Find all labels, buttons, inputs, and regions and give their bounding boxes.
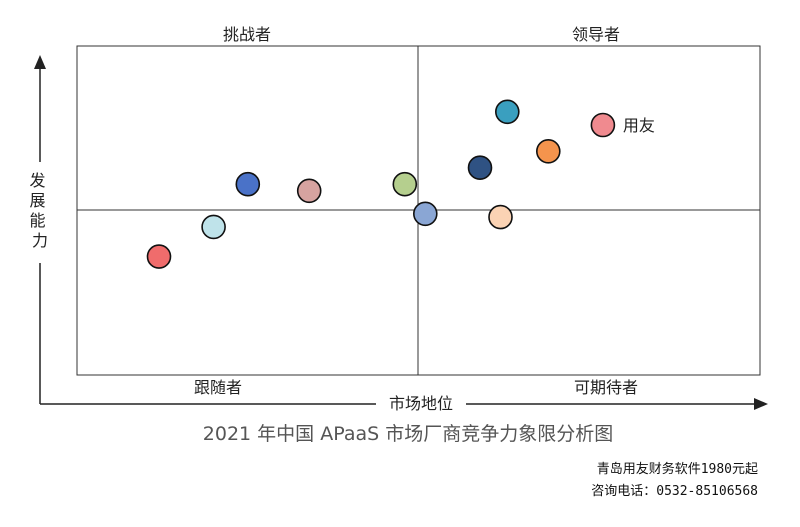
- chart-title: 2021 年中国 APaaS 市场厂商竞争力象限分析图: [203, 423, 613, 445]
- data-point-9: [392, 171, 418, 197]
- quadrant-label-top-left: 挑战者: [223, 25, 271, 44]
- data-point-1: [146, 244, 172, 269]
- data-point-10: [494, 99, 520, 125]
- y-axis-arrowhead: [34, 55, 46, 69]
- quadrant-label-top-right: 领导者: [572, 25, 620, 44]
- data-point-8: [296, 178, 322, 204]
- footer-line-2: 咨询电话：0532-85106568: [591, 484, 758, 499]
- data-point-4: [488, 204, 513, 230]
- data-point-7: [235, 171, 261, 197]
- data-point-11: [590, 112, 616, 138]
- data-point-2: [201, 214, 226, 240]
- x-axis-arrowhead: [754, 398, 768, 410]
- x-axis-label: 市场地位: [389, 394, 453, 413]
- footer-line-1: 青岛用友财务软件1980元起: [596, 462, 758, 477]
- scatter-points: 用友: [146, 99, 655, 269]
- data-point-label: 用友: [623, 116, 655, 135]
- quadrant-label-bottom-right: 可期待者: [574, 378, 638, 397]
- data-point-5: [467, 155, 493, 180]
- data-point-3: [412, 201, 438, 227]
- data-point-6: [535, 139, 561, 164]
- y-axis-label: 发 展 能 力: [29, 171, 50, 250]
- quadrant-label-bottom-left: 跟随者: [194, 378, 242, 397]
